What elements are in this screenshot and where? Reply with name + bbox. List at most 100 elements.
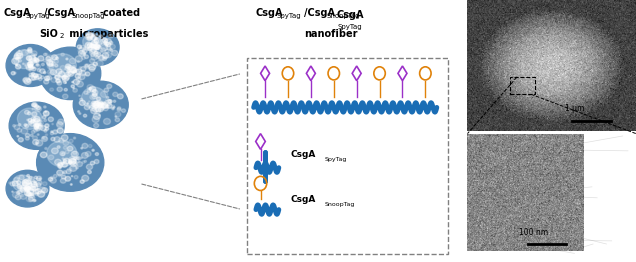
- Circle shape: [104, 42, 109, 45]
- Circle shape: [29, 66, 30, 67]
- Circle shape: [99, 107, 103, 112]
- Circle shape: [107, 84, 112, 89]
- Circle shape: [97, 101, 104, 107]
- Circle shape: [92, 34, 95, 37]
- Circle shape: [109, 41, 113, 45]
- Circle shape: [73, 88, 74, 89]
- Circle shape: [77, 157, 81, 160]
- Circle shape: [33, 119, 41, 125]
- Circle shape: [17, 185, 22, 189]
- Circle shape: [15, 64, 21, 69]
- Circle shape: [31, 179, 35, 184]
- Circle shape: [74, 157, 77, 160]
- Circle shape: [71, 184, 72, 185]
- Circle shape: [55, 64, 58, 67]
- Circle shape: [98, 55, 105, 61]
- Circle shape: [78, 48, 84, 53]
- Circle shape: [24, 124, 27, 126]
- Circle shape: [23, 77, 30, 83]
- Circle shape: [36, 61, 39, 63]
- Text: CsgA: CsgA: [290, 150, 315, 159]
- Circle shape: [67, 168, 72, 171]
- Circle shape: [96, 52, 101, 57]
- Text: CsgA: CsgA: [3, 8, 31, 18]
- Circle shape: [21, 128, 28, 134]
- Circle shape: [68, 67, 70, 69]
- Circle shape: [34, 116, 40, 122]
- Circle shape: [65, 72, 71, 77]
- Circle shape: [76, 167, 78, 169]
- Circle shape: [77, 161, 80, 163]
- Circle shape: [52, 148, 59, 154]
- Circle shape: [114, 107, 115, 108]
- Circle shape: [29, 64, 32, 66]
- Circle shape: [13, 175, 32, 191]
- Circle shape: [93, 93, 97, 96]
- Circle shape: [29, 73, 33, 77]
- Circle shape: [94, 46, 96, 48]
- Circle shape: [69, 161, 72, 164]
- Text: SpyTag: SpyTag: [277, 13, 301, 19]
- Circle shape: [81, 67, 86, 71]
- Circle shape: [75, 56, 83, 62]
- Circle shape: [93, 113, 100, 119]
- Circle shape: [87, 85, 93, 90]
- Circle shape: [14, 178, 19, 182]
- Circle shape: [73, 66, 75, 68]
- Circle shape: [80, 98, 83, 101]
- Circle shape: [81, 157, 83, 159]
- Circle shape: [98, 103, 104, 108]
- Circle shape: [60, 151, 65, 156]
- Circle shape: [99, 103, 102, 107]
- Circle shape: [18, 50, 20, 51]
- Circle shape: [31, 62, 32, 63]
- Circle shape: [29, 64, 32, 68]
- Circle shape: [14, 55, 19, 59]
- Text: 1 μm: 1 μm: [565, 104, 584, 113]
- Circle shape: [39, 47, 100, 100]
- Circle shape: [64, 146, 67, 149]
- Circle shape: [24, 78, 31, 84]
- Circle shape: [97, 102, 101, 106]
- Circle shape: [41, 126, 46, 131]
- Circle shape: [92, 103, 95, 107]
- Circle shape: [71, 159, 76, 164]
- Circle shape: [49, 61, 55, 66]
- Circle shape: [51, 137, 55, 141]
- Circle shape: [95, 101, 100, 106]
- Circle shape: [88, 101, 90, 102]
- Circle shape: [80, 53, 82, 54]
- Circle shape: [20, 194, 27, 199]
- Circle shape: [36, 180, 42, 185]
- Circle shape: [87, 90, 90, 92]
- Circle shape: [97, 100, 103, 106]
- Circle shape: [86, 34, 93, 39]
- Circle shape: [46, 78, 48, 81]
- Circle shape: [27, 79, 31, 82]
- Circle shape: [91, 48, 96, 52]
- Circle shape: [32, 136, 38, 140]
- Circle shape: [106, 46, 111, 50]
- Circle shape: [36, 127, 40, 131]
- Circle shape: [49, 54, 76, 77]
- Circle shape: [17, 191, 20, 194]
- Circle shape: [34, 58, 37, 60]
- Circle shape: [36, 140, 43, 146]
- Circle shape: [25, 187, 29, 190]
- Circle shape: [57, 87, 62, 91]
- Circle shape: [81, 56, 85, 59]
- Circle shape: [65, 66, 69, 70]
- Circle shape: [85, 151, 91, 156]
- Circle shape: [61, 135, 68, 141]
- Circle shape: [36, 106, 40, 110]
- Circle shape: [93, 45, 97, 49]
- Circle shape: [26, 180, 31, 184]
- Circle shape: [79, 45, 86, 51]
- Circle shape: [90, 102, 97, 108]
- Circle shape: [113, 108, 114, 109]
- Circle shape: [63, 140, 69, 145]
- Circle shape: [81, 148, 83, 149]
- Circle shape: [29, 120, 36, 126]
- Circle shape: [31, 134, 33, 137]
- Circle shape: [32, 76, 36, 80]
